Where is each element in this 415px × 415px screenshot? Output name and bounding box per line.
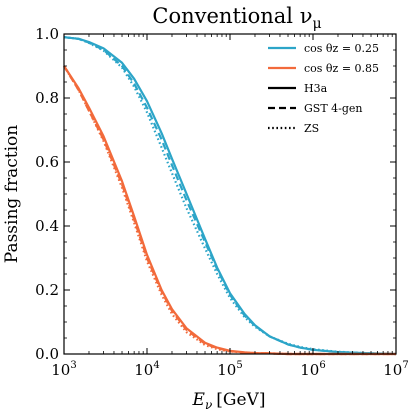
x-axis-label: Eν [GeV] [192, 390, 266, 412]
legend-color-label: cos θz = 0.85 [304, 62, 379, 75]
x-tick-label: 104 [134, 360, 159, 379]
series-line-025-zs [63, 36, 397, 356]
y-tick-label: 0.8 [35, 89, 59, 107]
y-tick-label: 0.2 [35, 281, 59, 299]
y-tick-label: 0.6 [35, 153, 59, 171]
x-tick-label: 106 [300, 360, 325, 379]
y-axis-label: Passing fraction [2, 125, 22, 264]
y-tick-label: 0.0 [35, 345, 59, 363]
x-tick-label: 107 [383, 360, 408, 379]
chart-title: Conventional νμ [152, 4, 321, 32]
legend-style-label: ZS [304, 122, 319, 135]
legend-style-label: H3a [304, 82, 328, 95]
series-line-025-gst-4-gen [63, 36, 397, 356]
x-tick-label: 105 [217, 360, 242, 379]
y-tick-label: 1.0 [35, 25, 59, 43]
series-line-085-zs [63, 65, 396, 356]
y-tick-label: 0.4 [35, 217, 59, 235]
plot-area [63, 36, 397, 356]
axis-ticks: 103 104 105 106 107 0.0 0.2 0.4 0.6 0.8 1.0 [35, 25, 409, 379]
legend-color-label: cos θz = 0.25 [304, 42, 379, 55]
series-line-025-h3a [63, 36, 397, 356]
legend-style-label: GST 4-gen [304, 102, 363, 115]
plot-frame [63, 33, 397, 355]
legend: cos θz = 0.25 cos θz = 0.85 H3a GST 4-gen ZS [268, 42, 379, 135]
x-tick-label: 103 [51, 360, 76, 379]
